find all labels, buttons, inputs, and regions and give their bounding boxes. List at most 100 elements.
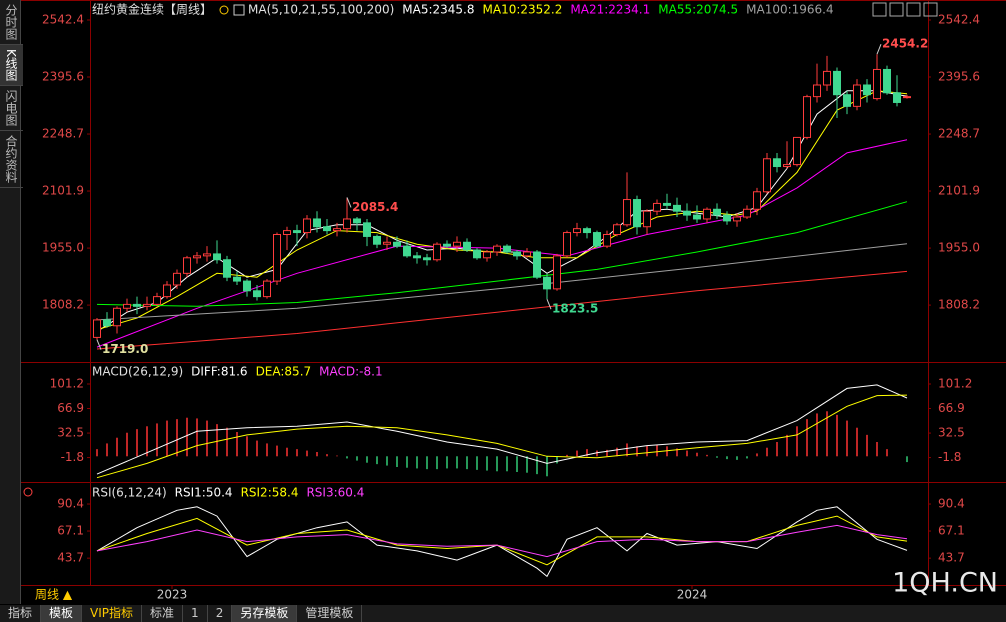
candle-body: [863, 84, 871, 96]
candle-body: [113, 307, 121, 327]
candle-body: [333, 228, 341, 232]
candle-body: [283, 230, 291, 235]
annotation-pointer: [346, 197, 352, 208]
x-tick-label: 2024: [677, 588, 708, 602]
candle-body: [823, 70, 831, 86]
legend-label: MA5:2345.8: [402, 3, 474, 17]
indicator-line: [96, 506, 908, 578]
annotation: 1719.0: [102, 342, 148, 356]
candle-body: [633, 199, 641, 228]
y-tick-label: 66.9: [938, 401, 965, 415]
candle-body: [503, 245, 511, 253]
icon[interactable]: [923, 2, 938, 17]
tab[interactable]: VIP指标: [82, 605, 143, 622]
tab[interactable]: 标准: [142, 605, 184, 622]
period-label[interactable]: 周线 ▲: [35, 588, 73, 602]
candle-body: [343, 218, 351, 230]
annotation-pointer: [546, 298, 552, 310]
y-tick-label: 67.1: [57, 524, 84, 538]
candle-body: [753, 191, 761, 210]
candle-body: [433, 243, 441, 261]
candle-body: [903, 96, 911, 99]
annotation-pointer: [876, 44, 882, 55]
candle-body: [673, 204, 681, 212]
candle-body: [93, 319, 101, 338]
toolbar-icons[interactable]: [872, 2, 938, 17]
tab-bar: 指标 模板 VIP指标 标准 1 2 另存模板 管理模板: [0, 605, 1006, 622]
candle-body: [393, 241, 401, 247]
legend-label: MA(5,10,21,55,100,200): [248, 3, 394, 17]
candle-body: [683, 210, 691, 216]
tab[interactable]: 指标: [0, 605, 42, 622]
y-tick-label: 1808.2: [938, 298, 980, 312]
indicator-line: [96, 384, 908, 475]
sidebar-tab[interactable]: K线图: [0, 45, 23, 86]
y-tick-label: 1808.2: [42, 298, 84, 312]
candle-body: [623, 199, 631, 226]
candle-body: [703, 208, 711, 220]
candle-body: [883, 68, 891, 94]
candle-body: [123, 303, 131, 309]
candle-body: [573, 228, 581, 234]
y-tick-label: 2101.9: [42, 184, 84, 198]
y-tick-label: 90.4: [938, 497, 965, 511]
legend-label: MA21:2234.1: [570, 3, 650, 17]
y-tick-label: 32.5: [938, 426, 965, 440]
candle-body: [593, 232, 601, 247]
y-tick-label: 2248.7: [42, 127, 84, 141]
tab[interactable]: 2: [208, 605, 233, 622]
panel-icon[interactable]: [23, 487, 33, 497]
candle-body: [263, 280, 271, 298]
tab[interactable]: 模板: [41, 605, 83, 622]
candle-body: [733, 216, 741, 222]
candle-body: [363, 222, 371, 237]
candle-body: [373, 235, 381, 245]
tab[interactable]: 1: [183, 605, 208, 622]
candle-body: [603, 233, 611, 247]
sidebar-tab[interactable]: 闪电图: [0, 86, 23, 131]
indicator-line: [96, 90, 908, 331]
candle-body: [383, 241, 391, 245]
tab[interactable]: 管理模板: [297, 605, 363, 622]
tab[interactable]: 另存模板: [232, 605, 298, 622]
candle-body: [313, 218, 321, 228]
legend-label: MACD(26,12,9): [92, 365, 183, 379]
candle-body: [463, 241, 471, 251]
candle-body: [563, 232, 571, 257]
icon[interactable]: [889, 2, 904, 17]
legend-label: 纽约黄金连续【周线】: [92, 2, 212, 17]
candle-body: [163, 284, 171, 298]
chart: 周线 ▲ 1QH.CN 纽约黄金连续【周线】 MA(5,10,21,55,100,…: [20, 0, 1006, 602]
y-tick-label: 66.9: [57, 401, 84, 415]
y-tick-label: 2542.4: [938, 12, 980, 26]
candle-body: [813, 84, 821, 98]
legend-label: RSI3:60.4: [306, 486, 364, 500]
candle-body: [843, 94, 851, 107]
candle-body: [273, 233, 281, 282]
sidebar-tab[interactable]: 合约资料: [0, 131, 23, 188]
y-tick-label: 2395.6: [938, 69, 980, 83]
candle-body: [193, 255, 201, 259]
candle-body: [253, 290, 261, 298]
candle-body: [133, 303, 141, 307]
candle-body: [773, 158, 781, 168]
legend-label: MACD:-8.1: [319, 365, 382, 379]
indicator-line: [96, 524, 908, 558]
icon[interactable]: [872, 2, 887, 17]
legend-label: MA100:1966.4: [746, 3, 834, 17]
indicator-line: [96, 243, 908, 321]
y-tick-label: 101.2: [50, 377, 84, 391]
candle-body: [403, 245, 411, 257]
candle-body: [143, 303, 151, 307]
y-tick-label: 67.1: [938, 524, 965, 538]
candle-body: [223, 259, 231, 278]
sidebar-tab[interactable]: 分时图: [0, 0, 23, 45]
candle-body: [513, 251, 521, 257]
indicator-line: [96, 394, 908, 479]
candle-body: [103, 319, 111, 327]
candle-body: [743, 208, 751, 218]
candle-body: [583, 228, 591, 234]
icon[interactable]: [906, 2, 921, 17]
annotation: 2085.4: [352, 200, 398, 214]
